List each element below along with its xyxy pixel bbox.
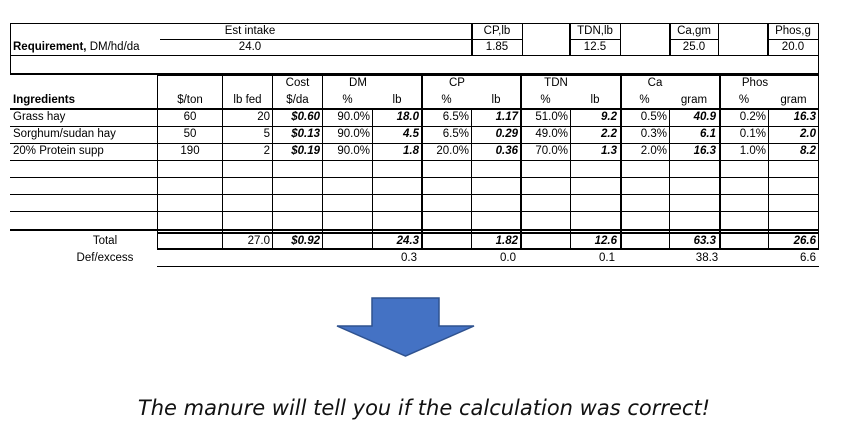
total-label: Total	[92, 235, 118, 247]
down-arrow-icon	[336, 297, 475, 357]
ingredient-tdn-lb: 2.2	[601, 128, 617, 140]
ingredient-name: Grass hay	[13, 111, 66, 123]
total-lbfed: 27.0	[247, 235, 270, 247]
ingredient-ca-g: 40.9	[693, 111, 716, 123]
header-cp-pct: %	[441, 94, 452, 106]
ingredient-ca-pct: 2.0%	[640, 145, 667, 157]
ingredient-cp-lb: 1.17	[495, 111, 518, 123]
ingredient-ca-pct: 0.5%	[640, 111, 667, 123]
header-ingredients: Ingredients	[13, 94, 75, 106]
ingredient-lbfed: 2	[263, 145, 270, 157]
ingredient-dm-pct: 90.0%	[337, 128, 370, 140]
ingredient-cp-pct: 20.0%	[436, 145, 469, 157]
defexcess-cp: 0.0	[500, 252, 516, 264]
ingredient-dm-lb: 18.0	[396, 111, 419, 123]
ingredient-lbfed: 5	[263, 128, 270, 140]
phos-req-value: 20.0	[781, 41, 805, 53]
ingredient-ca-pct: 0.3%	[640, 128, 667, 140]
ingredient-ca-g: 16.3	[693, 145, 716, 157]
cp-req-header: CP,lb	[483, 25, 511, 37]
requirement-label-rest: DM/hd/da	[86, 41, 140, 53]
est-intake-value: 24.0	[238, 41, 262, 53]
ingredient-cp-lb: 0.29	[495, 128, 518, 140]
total-phos-g: 26.6	[793, 235, 816, 247]
caption-text: The manure will tell you if the calculat…	[137, 396, 711, 420]
header-ca-pct: %	[639, 94, 650, 106]
cp-req-value: 1.85	[485, 41, 509, 53]
ingredient-cp-pct: 6.5%	[442, 128, 469, 140]
ingredient-ca-g: 6.1	[700, 128, 716, 140]
ingredient-lbfed: 20	[257, 111, 270, 123]
header-tdn-pct: %	[540, 94, 551, 106]
ingredient-cost: $0.60	[291, 111, 320, 123]
header-phos-gram: gram	[780, 94, 807, 106]
total-cost: $0.92	[291, 235, 320, 247]
header-cp: CP	[449, 77, 465, 89]
header-tdn-lb: lb	[590, 94, 600, 106]
requirement-label: Requirement, DM/hd/da	[13, 41, 140, 54]
ingredient-phos-g: 2.0	[800, 128, 816, 140]
defexcess-label: Def/excess	[76, 252, 134, 264]
header-dm: DM	[349, 77, 367, 89]
ca-req-value: 25.0	[682, 41, 706, 53]
ingredient-phos-pct: 0.2%	[739, 111, 766, 123]
total-dm-lb: 24.3	[396, 235, 419, 247]
tdn-req-header: TDN,lb	[577, 25, 613, 37]
header-cost-top: Cost	[285, 77, 310, 89]
header-lbfed: lb fed	[233, 94, 262, 106]
header-ca-gram: gram	[680, 94, 708, 106]
header-dm-lb: lb	[392, 94, 402, 106]
ingredient-tdn-pct: 49.0%	[535, 128, 568, 140]
header-cp-lb: lb	[491, 94, 501, 106]
ingredient-dm-pct: 90.0%	[337, 111, 370, 123]
defexcess-ca: 38.3	[695, 252, 719, 264]
total-tdn-lb: 12.6	[594, 235, 617, 247]
ingredient-price: 60	[183, 111, 197, 123]
ingredient-tdn-pct: 51.0%	[535, 111, 568, 123]
tdn-req-value: 12.5	[583, 41, 607, 53]
ingredient-tdn-pct: 70.0%	[535, 145, 568, 157]
down-arrow-shape	[336, 297, 475, 357]
ingredient-cp-lb: 0.36	[495, 145, 518, 157]
ingredient-dm-lb: 4.5	[403, 128, 419, 140]
ingredient-name: Sorghum/sudan hay	[13, 128, 116, 140]
ingredient-phos-g: 8.2	[800, 145, 816, 157]
est-intake-header: Est intake	[224, 25, 276, 37]
ingredient-price: 50	[183, 128, 197, 140]
header-dm-pct: %	[342, 94, 353, 106]
header-phos-pct: %	[738, 94, 750, 106]
header-phos: Phos	[741, 77, 769, 89]
header-tdn: TDN	[544, 77, 568, 89]
ingredient-cost: $0.19	[291, 145, 320, 157]
ingredient-dm-lb: 1.8	[403, 145, 419, 157]
defexcess-tdn: 0.1	[599, 252, 615, 264]
header-price: $/ton	[177, 94, 203, 106]
total-ca-g: 63.3	[693, 235, 716, 247]
ingredient-cp-pct: 6.5%	[442, 111, 469, 123]
ingredient-price: 190	[180, 145, 200, 157]
header-ca: Ca	[647, 77, 663, 89]
defexcess-phos: 6.6	[800, 252, 816, 264]
ingredient-phos-g: 16.3	[793, 111, 816, 123]
requirement-label-bold: Requirement,	[13, 41, 87, 53]
ca-req-header: Ca,gm	[677, 25, 711, 37]
ingredient-dm-pct: 90.0%	[337, 145, 370, 157]
ingredient-name: 20% Protein supp	[13, 145, 104, 157]
total-cp-lb: 1.82	[495, 235, 518, 247]
ingredient-phos-pct: 0.1%	[739, 128, 766, 140]
defexcess-dm: 0.3	[401, 252, 417, 264]
ingredient-cost: $0.13	[291, 128, 320, 140]
ingredient-tdn-lb: 1.3	[601, 145, 617, 157]
header-cost-bottom: $/da	[286, 94, 309, 106]
ingredient-tdn-lb: 9.2	[601, 111, 617, 123]
phos-req-header: Phos,g	[775, 25, 811, 37]
ingredient-phos-pct: 1.0%	[739, 145, 766, 157]
